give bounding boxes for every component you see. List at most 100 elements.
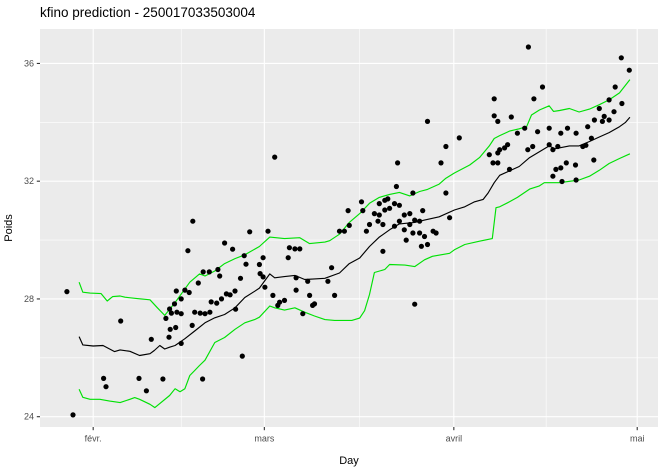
observation-point (305, 278, 311, 284)
observation-point (522, 125, 528, 131)
observation-point (174, 309, 180, 315)
observation-point (606, 117, 612, 123)
observation-point (564, 125, 571, 131)
observation-point (539, 84, 546, 90)
observation-point (596, 105, 602, 112)
observation-point (558, 165, 564, 171)
observation-point (207, 309, 213, 315)
observation-point (341, 228, 347, 234)
observation-point (178, 296, 184, 302)
observation-point (495, 150, 501, 156)
observation-point (553, 166, 559, 172)
observation-point (185, 248, 191, 254)
observation-point (307, 292, 313, 298)
observation-point (380, 248, 386, 254)
observation-point (391, 223, 398, 229)
observation-point (202, 311, 208, 317)
observation-point (101, 375, 107, 381)
observation-point (256, 261, 262, 268)
observation-point (358, 199, 365, 205)
observation-point (396, 218, 402, 224)
observation-point (281, 297, 288, 303)
observation-point (410, 230, 416, 236)
observation-point (418, 243, 424, 249)
observation-point (599, 118, 606, 124)
observation-point (329, 265, 335, 271)
observation-point (173, 288, 179, 294)
observation-point (218, 296, 225, 302)
observation-point (182, 287, 188, 293)
observation-point (360, 208, 366, 214)
observation-point (486, 152, 492, 158)
observation-point (506, 166, 513, 172)
observation-point (366, 221, 373, 228)
observation-point (247, 229, 253, 235)
lower-quantile-line (78, 153, 631, 409)
observation-point (572, 162, 579, 168)
observation-point (550, 147, 556, 153)
y-tick-label: 32 (24, 176, 34, 186)
x-tick-label: mars (254, 434, 274, 444)
observation-point (531, 96, 537, 102)
x-tick-label: mai (630, 434, 645, 444)
observation-point (64, 289, 70, 295)
observation-point (371, 211, 377, 217)
observation-point (407, 211, 413, 217)
observation-point (200, 269, 206, 275)
observation-point (626, 67, 632, 73)
observation-point (363, 228, 369, 234)
observation-point (438, 160, 444, 166)
observation-point (160, 376, 166, 382)
observation-point (514, 130, 521, 136)
observation-point (376, 212, 382, 218)
observation-point (591, 117, 598, 123)
observation-point (167, 306, 173, 312)
observation-point (420, 208, 426, 214)
observation-point (535, 129, 541, 135)
y-tick-label: 24 (24, 412, 34, 422)
observation-point (491, 113, 497, 119)
observation-point (166, 334, 172, 340)
observation-point (285, 255, 291, 261)
observation-point (588, 135, 595, 141)
observation-point (230, 246, 236, 252)
observation-point (346, 222, 352, 228)
observation-point (555, 143, 561, 150)
observation-point (417, 230, 423, 236)
observation-point (491, 96, 497, 102)
observation-point (443, 190, 449, 196)
observation-point (424, 241, 431, 248)
observation-point (443, 143, 449, 150)
x-tick-label: avril (446, 434, 463, 444)
observation-point (407, 221, 413, 228)
observation-point (286, 245, 292, 251)
observation-point (345, 208, 351, 214)
observation-point (550, 173, 556, 179)
observation-point (103, 384, 109, 390)
observation-point (178, 311, 184, 317)
observation-point (546, 125, 552, 131)
observation-point (417, 218, 423, 224)
observation-point (396, 202, 402, 208)
observation-point (395, 160, 401, 166)
observation-point (192, 309, 198, 315)
observation-point (382, 207, 388, 213)
observation-point (167, 326, 173, 332)
observation-point (525, 44, 532, 50)
observation-point (241, 253, 247, 259)
observation-point (262, 284, 268, 290)
observation-point (148, 336, 154, 342)
observation-point (585, 124, 591, 130)
observation-point (495, 118, 501, 124)
plot-panel (40, 29, 658, 427)
observation-point (403, 237, 409, 243)
observation-point (433, 230, 439, 236)
observation-point (197, 310, 203, 316)
observation-point (260, 274, 266, 280)
observation-point (222, 240, 228, 246)
observation-point (563, 160, 569, 166)
observation-point (293, 287, 299, 293)
observation-point (619, 100, 625, 107)
observation-point (239, 353, 245, 359)
observation-point (601, 113, 607, 119)
